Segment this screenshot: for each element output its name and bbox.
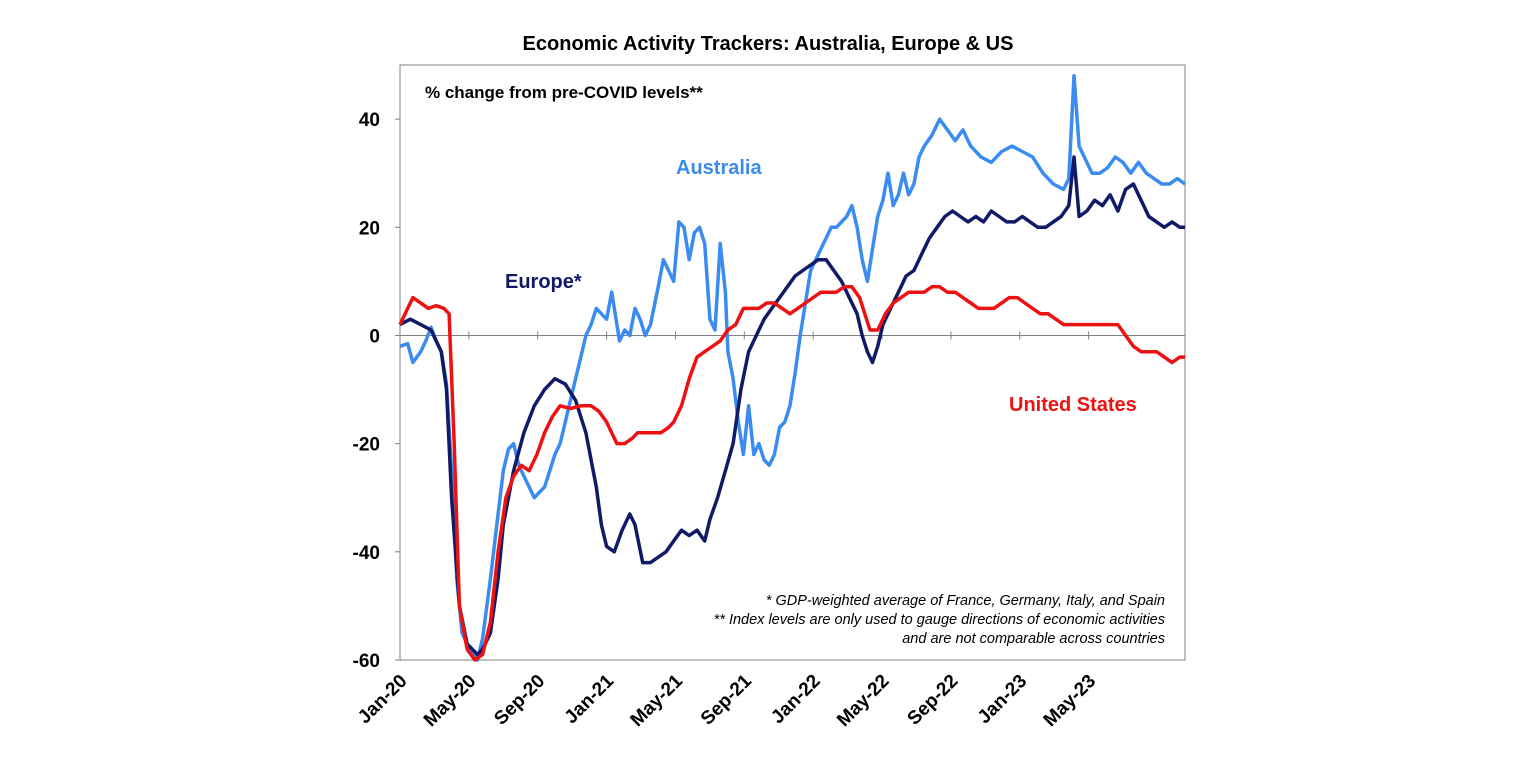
x-tick-label: Jan-20 <box>354 671 411 728</box>
y-tick-label: -20 <box>353 435 380 456</box>
chart-title: Economic Activity Trackers: Australia, E… <box>523 33 1014 55</box>
y-tick-label: -40 <box>353 543 380 564</box>
x-tick-label: Jan-23 <box>974 671 1031 728</box>
series-lines <box>398 74 1187 662</box>
x-tick-label: Jan-21 <box>561 670 619 728</box>
y-tick-label: 0 <box>369 326 380 347</box>
y-tick-label: -60 <box>353 651 380 672</box>
x-tick-label: Sep-21 <box>697 670 756 729</box>
europe-line <box>399 155 1185 657</box>
series-label-united-states: United States <box>1009 394 1137 416</box>
australia-line <box>399 74 1187 662</box>
united-states-line <box>398 285 1185 662</box>
series-label-australia: Australia <box>676 157 762 179</box>
x-axis: Jan-20 May-20 Sep-20 Jan-21 May-21 Sep-21 Jan-… <box>354 331 1100 731</box>
y-tick-label: 40 <box>359 110 380 131</box>
y-tick-label: 20 <box>359 218 380 239</box>
x-tick-label: May-21 <box>627 670 688 731</box>
x-tick-label: Sep-20 <box>490 671 549 730</box>
y-axis: 40 20 0 -20 -40 -60 <box>353 110 400 672</box>
series-label-europe: Europe* <box>505 271 582 293</box>
x-tick-label: May-22 <box>833 671 893 731</box>
footnote-3: and are not comparable across countries <box>902 631 1165 647</box>
footnote-1: * GDP-weighted average of France, German… <box>766 593 1165 609</box>
x-tick-label: May-23 <box>1040 671 1100 731</box>
x-tick-label: Jan-22 <box>767 671 824 728</box>
chart-subtitle: % change from pre-COVID levels** <box>425 83 703 102</box>
x-tick-label: May-20 <box>420 671 480 731</box>
plot-area-frame <box>399 64 1186 661</box>
footnote-2: ** Index levels are only used to gauge d… <box>714 612 1165 628</box>
x-tick-label: Sep-22 <box>904 671 963 730</box>
